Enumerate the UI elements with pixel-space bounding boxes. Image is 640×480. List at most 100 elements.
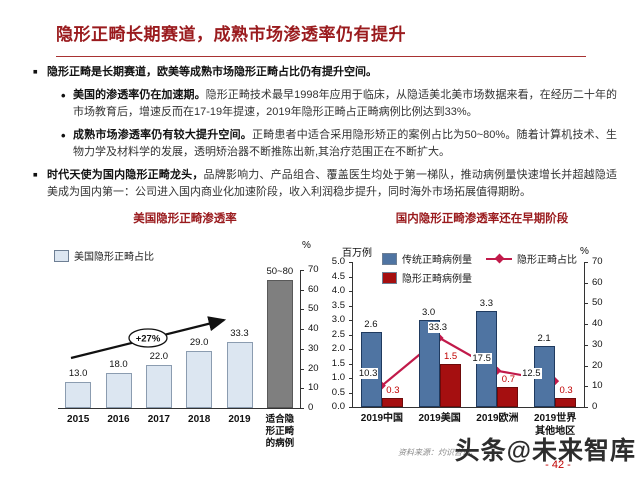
axis-tick [300, 408, 304, 409]
axis-tick [300, 348, 304, 350]
axis-tick-label: 60 [308, 283, 319, 295]
trend-arrow: +27% [70, 316, 227, 360]
title-underline [56, 56, 586, 57]
axis-tick-label: 10 [592, 380, 603, 392]
bullet-lead: 时代天使为国内隐形正畸龙头， [47, 169, 204, 182]
x-axis-label: 2019 [228, 414, 251, 425]
left-chart-title: 美国隐形正畸渗透率 [133, 213, 237, 225]
right-chart-title: 国内隐形正畸渗透率还在早期阶段 [395, 213, 569, 225]
x-axis-label: 2019美国 [418, 413, 461, 424]
sub-bullet-item: 成熟市场渗透率仍有较大提升空间。正畸患者中适合采用隐形矫正的案例占比为50~80… [60, 126, 617, 161]
axis-tick-label: 20 [592, 359, 603, 371]
axis-tick-label: 70 [308, 264, 319, 275]
x-axis-label: 适合隐 形正畸 的病例 [265, 414, 295, 449]
axis-tick-label: 3.0 [331, 314, 345, 325]
axis-tick [349, 262, 353, 263]
left-chart-legend: 美国隐形正畸占比 [54, 248, 154, 267]
bullet-lead: 成熟市场渗透率仍有较大提升空间。 [73, 129, 252, 142]
axis-tick-label: 4.0 [331, 285, 345, 296]
bar-value-label: 3.3 [479, 298, 493, 310]
axis-tick-label: 4.5 [331, 270, 345, 282]
axis-tick-label: 1.5 [331, 357, 345, 369]
bullet-text: 隐形正畸技术最早1998年应用于临床，从隐适美北美市场数据来看，在经历二十年的市… [73, 89, 618, 119]
x-axis-label: 2016 [107, 414, 130, 425]
axis-tick-label: 5.0 [331, 256, 345, 267]
axis-tick-label: 30 [308, 342, 319, 354]
right-chart-legend: 传统正畸病例量 隐形正畸占比 隐形正畸病例量 [382, 251, 577, 289]
axis-tick [349, 276, 353, 278]
bar [226, 342, 253, 408]
bullet-item: 时代天使为国内隐形正畸龙头，品牌影响力、产品组合、覆盖医生均处于第一梯队，推动病… [33, 167, 617, 201]
legend-line-sample [486, 253, 512, 263]
axis-tick [349, 334, 353, 336]
axis-tick-label: 60 [592, 276, 603, 288]
bar-value-label: 2.6 [364, 318, 378, 330]
watermark: 头条@未来智库 [454, 437, 636, 465]
legend-label: 美国隐形正畸占比 [74, 252, 154, 263]
axis-tick [584, 365, 588, 367]
bullet-text: 品牌影响力、产品组合、覆盖医生均处于第一梯队，推动病例量快速增长并超越隐适美成为… [47, 169, 618, 199]
bar-value-label: 50~80 [266, 265, 294, 277]
axis-tick [349, 320, 353, 321]
bar-traditional [418, 320, 440, 407]
bar [105, 372, 132, 408]
bar-value-label: 0.3 [559, 385, 573, 397]
domestic-penetration-chart: 百万例 % 传统正畸病例量 隐形正畸占比 隐形正畸病例量 2.6 0.3 2019中… [332, 228, 632, 478]
legend-label: 隐形正畸占比 [517, 255, 577, 266]
bullet-lead: 隐形正畸是长期赛道，欧美等成熟市场隐形正畸占比仍有提升空间。 [47, 66, 377, 78]
right-axis-unit-label: % [580, 246, 589, 257]
axis-tick [584, 344, 588, 346]
bar-invisible [381, 398, 403, 407]
legend-swatch-invisible-cases [382, 271, 397, 284]
bar-invisible [439, 363, 461, 407]
left-chart-plot-area: +27% 13.0 2015 18.0 2016 22.0 2017 29.0 2018 33.… [58, 264, 319, 449]
axis-tick [300, 289, 304, 291]
axis-tick [584, 324, 588, 326]
right-chart-plot-area: 2.6 0.3 2019中国 3.0 1.5 2019美国 3.3 0.7 2019欧洲 2.1 0… [332, 256, 603, 437]
bar-value-label: 33.3 [230, 328, 249, 340]
line-value-label: 12.5 [521, 368, 542, 380]
bar-invisible [497, 386, 519, 407]
axis-tick [584, 303, 588, 305]
us-penetration-chart: 美国隐形正畸占比 % +27% 13.0 2015 18.0 2016 22.0 2017… [40, 228, 330, 478]
sub-bullet-item: 美国的渗透率仍在加速期。隐形正畸技术最早1998年应用于临床，从隐适美北美市场数… [60, 86, 618, 121]
axis-tick [300, 270, 304, 271]
line-value-label: 17.5 [471, 352, 492, 364]
axis-tick [300, 368, 304, 370]
x-axis-label: 2018 [188, 414, 211, 425]
bar [186, 350, 213, 408]
axis-tick-label: 0 [592, 401, 598, 412]
axis-tick-label: 40 [592, 318, 603, 330]
x-axis-label: 2019中国 [360, 413, 404, 424]
x-axis-label: 2015 [67, 414, 90, 425]
axis-tick [584, 386, 588, 388]
axis-tick-label: 1.0 [331, 372, 345, 383]
axis-tick [349, 378, 353, 379]
bar-value-label: 22.0 [149, 350, 169, 362]
legend-swatch-us-share [54, 249, 69, 262]
bullet-item: 隐形正畸是长期赛道，欧美等成熟市场隐形正畸占比仍有提升空间。 [33, 64, 617, 81]
axis-tick [584, 407, 588, 408]
axis-tick [300, 388, 304, 390]
legend-swatch-traditional-cases [382, 252, 397, 265]
axis-tick-label: 2.5 [331, 328, 345, 340]
axis-tick-label: 20 [308, 362, 319, 374]
bar-value-label: 0.7 [501, 373, 515, 385]
axis-tick-label: 0.0 [331, 401, 345, 412]
line-value-label: 10.3 [357, 367, 379, 379]
axis-tick [349, 305, 353, 307]
bar [145, 364, 172, 408]
bar [266, 279, 293, 408]
axis-tick [349, 291, 353, 292]
legend-label: 传统正畸病例量 [402, 255, 472, 266]
left-axis-unit-label: 百万例 [342, 248, 372, 259]
axis-tick-label: 40 [308, 323, 319, 335]
x-axis-label: 2019世界 其他地区 [533, 413, 577, 437]
axis-tick-label: 70 [592, 256, 603, 267]
x-axis-label: 2019欧洲 [476, 413, 519, 424]
source-note: 资料来源：灼识咨询、 [398, 448, 478, 457]
y-axis-unit-label: % [302, 240, 311, 251]
axis-tick-label: 0.5 [331, 386, 345, 398]
axis-tick-label: 0 [308, 402, 314, 413]
bar-value-label: 0.3 [386, 385, 400, 397]
